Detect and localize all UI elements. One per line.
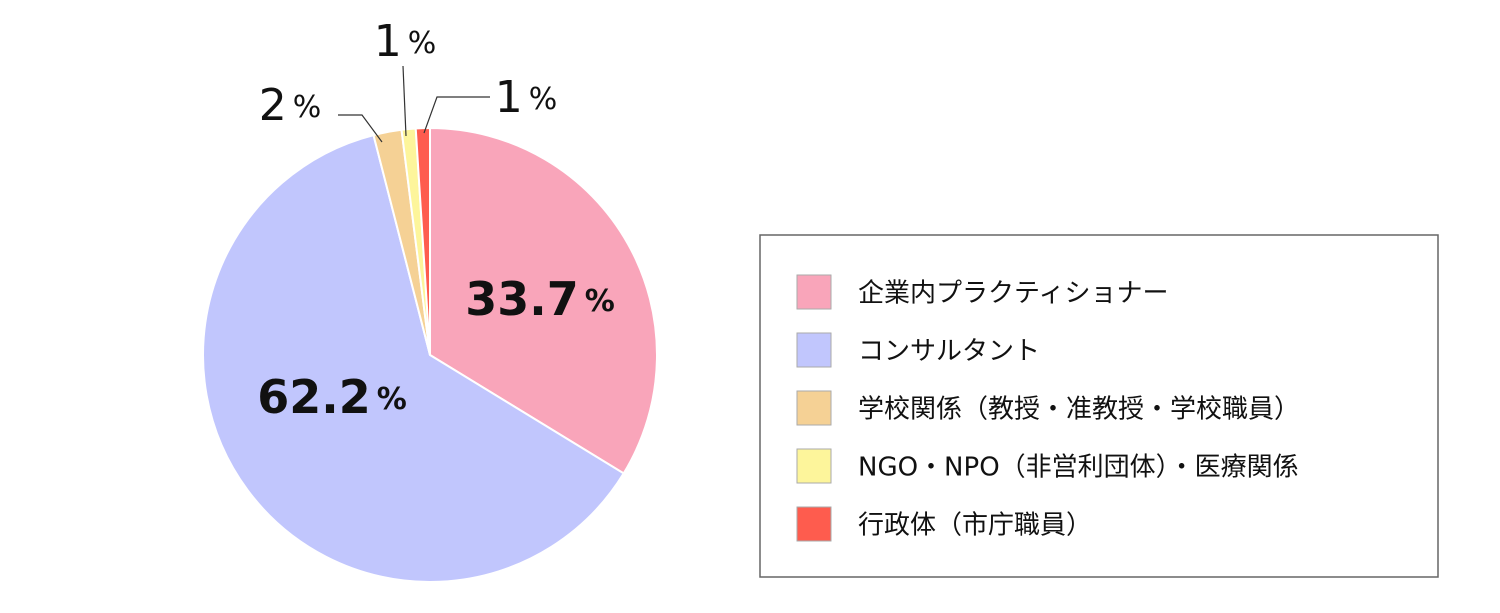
pie-slice [414, 126, 431, 356]
label-unit: % [585, 284, 615, 319]
legend-box [759, 234, 1439, 578]
data-label: 1% [374, 16, 437, 67]
leader-line [423, 96, 490, 134]
legend-label: 学校関係（教授・准教授・学校職員） [858, 395, 1300, 425]
data-label: 2% [259, 80, 322, 131]
legend-swatch [796, 448, 832, 484]
legend-swatch [796, 332, 832, 368]
legend-label: 行政体（市庁職員） [858, 511, 1092, 541]
data-label: 62.2% [257, 370, 407, 424]
label-unit: % [529, 82, 558, 117]
label-number: 1 [374, 16, 402, 67]
label-unit: % [293, 90, 322, 125]
legend-label: NGO・NPO（非営利団体）・医療関係 [858, 453, 1299, 483]
label-number: 1 [495, 72, 523, 123]
legend-label: 企業内プラクティショナー [858, 279, 1168, 309]
label-number: 33.7 [465, 272, 579, 326]
label-number: 62.2 [257, 370, 371, 424]
pie-slice [202, 133, 626, 583]
legend-label: コンサルタント [858, 337, 1040, 367]
legend-swatch [796, 274, 832, 310]
pie-slice [429, 126, 658, 475]
data-label: 1% [495, 72, 558, 123]
label-unit: % [408, 26, 437, 61]
legend-swatch [796, 506, 832, 542]
data-label: 33.7% [465, 272, 615, 326]
leader-line [338, 114, 383, 143]
legend-swatch [796, 390, 832, 426]
label-number: 2 [259, 80, 287, 131]
label-unit: % [377, 382, 407, 417]
leader-line [402, 65, 407, 137]
